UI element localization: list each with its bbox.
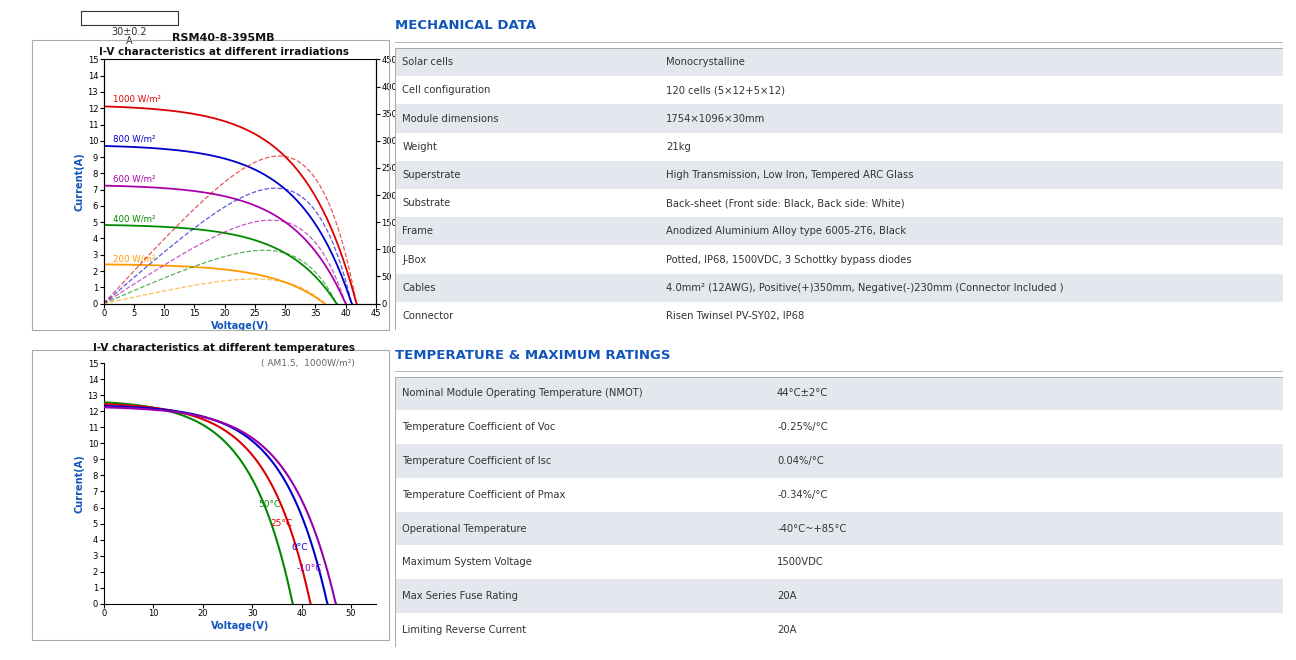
Text: 0.04%/°C: 0.04%/°C (778, 456, 824, 466)
Text: 20A: 20A (778, 591, 797, 601)
FancyBboxPatch shape (395, 579, 1283, 613)
Text: Substrate: Substrate (402, 198, 451, 208)
FancyBboxPatch shape (395, 104, 1283, 133)
Text: Risen Twinsel PV-SY02, IP68: Risen Twinsel PV-SY02, IP68 (666, 311, 805, 321)
FancyBboxPatch shape (395, 377, 1283, 411)
FancyBboxPatch shape (395, 478, 1283, 512)
Text: 20A: 20A (778, 625, 797, 635)
Text: 30±0.2: 30±0.2 (111, 27, 148, 37)
Text: Potted, IP68, 1500VDC, 3 Schottky bypass diodes: Potted, IP68, 1500VDC, 3 Schottky bypass… (666, 255, 911, 265)
Text: Limiting Reverse Current: Limiting Reverse Current (402, 625, 526, 635)
Text: Max Series Fuse Rating: Max Series Fuse Rating (402, 591, 518, 601)
Text: Solar cells: Solar cells (402, 57, 454, 67)
Text: RSM40-8-395MB: RSM40-8-395MB (172, 33, 275, 43)
Text: 600 W/m²: 600 W/m² (113, 175, 156, 183)
Text: 44°C±2°C: 44°C±2°C (778, 389, 828, 399)
FancyBboxPatch shape (395, 274, 1283, 302)
Text: TEMPERATURE & MAXIMUM RATINGS: TEMPERATURE & MAXIMUM RATINGS (395, 348, 671, 362)
Text: 4.0mm² (12AWG), Positive(+)350mm, Negative(-)230mm (Connector Included ): 4.0mm² (12AWG), Positive(+)350mm, Negati… (666, 282, 1064, 292)
FancyBboxPatch shape (395, 161, 1283, 189)
Y-axis label: Power(W): Power(W) (400, 154, 410, 209)
Text: -10°C: -10°C (297, 564, 321, 573)
FancyBboxPatch shape (395, 302, 1283, 330)
FancyBboxPatch shape (395, 613, 1283, 647)
Text: Connector: Connector (402, 311, 454, 321)
FancyBboxPatch shape (395, 217, 1283, 246)
X-axis label: Voltage(V): Voltage(V) (210, 621, 270, 631)
Text: Monocrystalline: Monocrystalline (666, 57, 745, 67)
FancyBboxPatch shape (395, 77, 1283, 104)
Text: Maximum System Voltage: Maximum System Voltage (402, 557, 533, 568)
Text: 800 W/m²: 800 W/m² (113, 135, 156, 144)
Text: Cables: Cables (402, 282, 435, 292)
Text: A: A (126, 36, 133, 46)
Text: Nominal Module Operating Temperature (NMOT): Nominal Module Operating Temperature (NM… (402, 389, 643, 399)
Text: 50°C: 50°C (258, 500, 280, 509)
FancyBboxPatch shape (395, 411, 1283, 444)
FancyBboxPatch shape (395, 545, 1283, 579)
Text: 200 W/m²: 200 W/m² (113, 254, 156, 263)
Text: Frame: Frame (402, 226, 433, 236)
X-axis label: Voltage(V): Voltage(V) (210, 321, 270, 331)
Text: Temperature Coefficient of Voc: Temperature Coefficient of Voc (402, 422, 556, 432)
Text: MECHANICAL DATA: MECHANICAL DATA (395, 19, 537, 32)
FancyBboxPatch shape (395, 189, 1283, 217)
Text: 1754×1096×30mm: 1754×1096×30mm (666, 114, 766, 123)
Text: 21kg: 21kg (666, 142, 691, 152)
Text: -0.34%/°C: -0.34%/°C (778, 490, 827, 500)
Text: 120 cells (5×12+5×12): 120 cells (5×12+5×12) (666, 85, 785, 95)
Text: I-V characteristics at different temperatures: I-V characteristics at different tempera… (92, 343, 355, 353)
Text: High Transmission, Low Iron, Tempered ARC Glass: High Transmission, Low Iron, Tempered AR… (666, 170, 914, 180)
Text: Back-sheet (Front side: Black, Back side: White): Back-sheet (Front side: Black, Back side… (666, 198, 905, 208)
Text: J-Box: J-Box (402, 255, 426, 265)
FancyBboxPatch shape (395, 246, 1283, 274)
Text: ( AM1.5,  1000W/m²): ( AM1.5, 1000W/m²) (260, 359, 355, 368)
Text: -0.25%/°C: -0.25%/°C (778, 422, 828, 432)
Text: Superstrate: Superstrate (402, 170, 461, 180)
Y-axis label: Current(A): Current(A) (75, 454, 84, 513)
FancyBboxPatch shape (395, 133, 1283, 161)
FancyBboxPatch shape (395, 48, 1283, 77)
Text: I-V characteristics at different irradiations: I-V characteristics at different irradia… (98, 48, 349, 57)
Text: 0°C: 0°C (290, 543, 307, 552)
Text: -40°C~+85°C: -40°C~+85°C (778, 523, 846, 533)
FancyBboxPatch shape (395, 512, 1283, 545)
Text: Module dimensions: Module dimensions (402, 114, 499, 123)
Text: Weight: Weight (402, 142, 437, 152)
Text: Temperature Coefficient of Isc: Temperature Coefficient of Isc (402, 456, 552, 466)
Text: 400 W/m²: 400 W/m² (113, 214, 156, 223)
Text: Temperature Coefficient of Pmax: Temperature Coefficient of Pmax (402, 490, 566, 500)
Text: 1000 W/m²: 1000 W/m² (113, 95, 161, 104)
Text: Operational Temperature: Operational Temperature (402, 523, 527, 533)
Text: 1500VDC: 1500VDC (778, 557, 824, 568)
Text: Anodized Aluminium Alloy type 6005-2T6, Black: Anodized Aluminium Alloy type 6005-2T6, … (666, 226, 906, 236)
FancyBboxPatch shape (395, 444, 1283, 478)
Text: Cell configuration: Cell configuration (402, 85, 491, 95)
Text: 25°C: 25°C (271, 519, 293, 528)
Y-axis label: Current(A): Current(A) (75, 152, 84, 211)
